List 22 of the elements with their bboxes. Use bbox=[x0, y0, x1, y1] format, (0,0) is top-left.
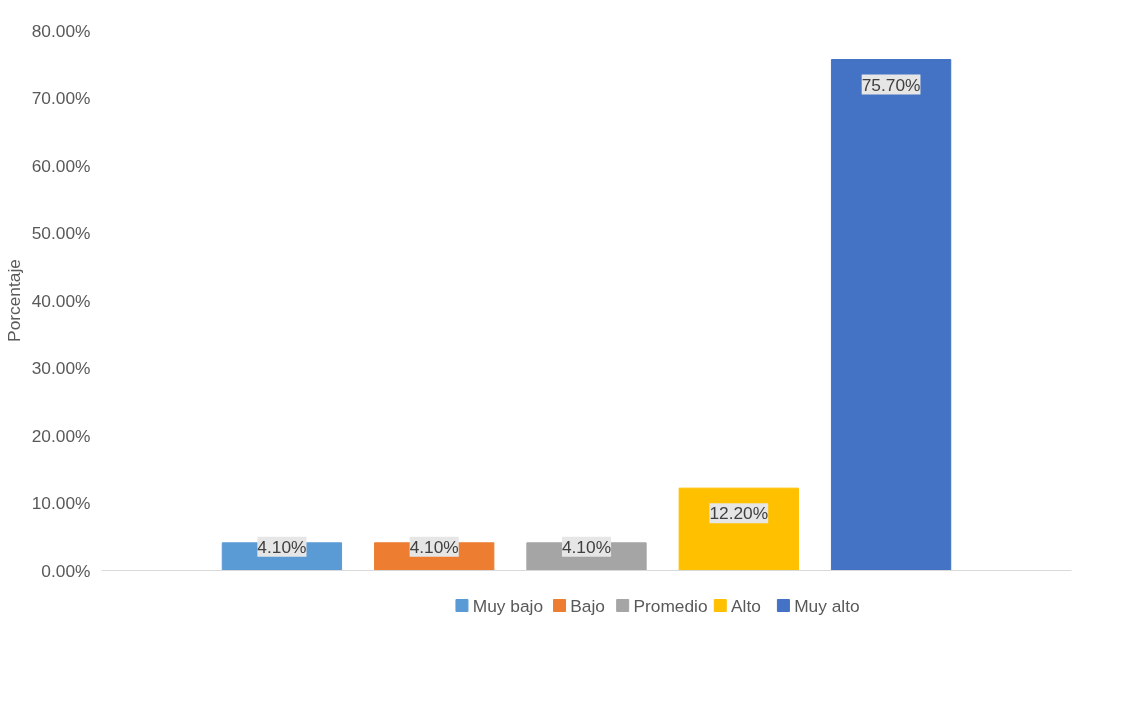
y-axis-title: Porcentaje bbox=[3, 259, 24, 342]
bar bbox=[830, 59, 952, 571]
data-label: 4.10% bbox=[561, 536, 612, 557]
y-tick-label: 80.00% bbox=[31, 20, 91, 41]
data-label: 4.10% bbox=[257, 536, 307, 557]
data-label: 12.20% bbox=[709, 503, 769, 524]
legend-label: Bajo bbox=[570, 595, 605, 616]
legend-label: Promedio bbox=[633, 595, 708, 616]
y-tick-label: 70.00% bbox=[31, 88, 91, 108]
y-tick-label: 60.00% bbox=[31, 155, 91, 176]
y-tick-label: 40.00% bbox=[31, 290, 91, 311]
y-tick-label: 20.00% bbox=[31, 425, 91, 446]
y-tick-label: 50.00% bbox=[31, 223, 91, 243]
legend-label: Muy alto bbox=[794, 595, 860, 616]
legend-label: Muy bajo bbox=[472, 595, 544, 616]
data-label: 75.70% bbox=[861, 74, 921, 95]
y-tick-label: 10.00% bbox=[31, 493, 91, 513]
data-label: 4.10% bbox=[409, 536, 459, 557]
legend-label: Alto bbox=[731, 595, 761, 616]
y-tick-label: 0.00% bbox=[41, 560, 91, 581]
bar bbox=[678, 487, 799, 571]
y-tick-label: 30.00% bbox=[31, 358, 91, 378]
